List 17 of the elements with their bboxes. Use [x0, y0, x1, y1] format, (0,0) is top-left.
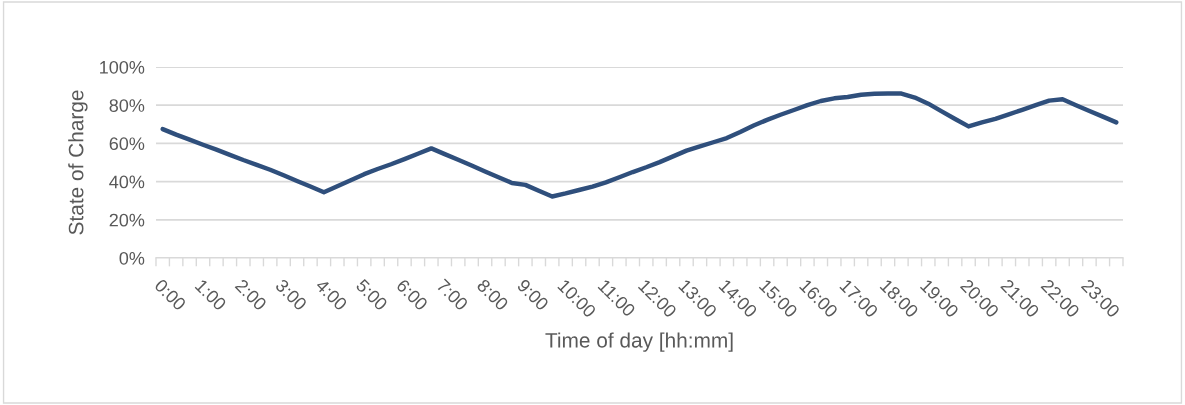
x-tick-label: 8:00: [476, 278, 510, 312]
y-tick-label: 0%: [119, 251, 145, 265]
y-tick-label: 100%: [100, 60, 145, 74]
y-tick-label: 40%: [109, 175, 145, 189]
line-series: [160, 91, 1119, 199]
x-tick-label: 4:00: [314, 278, 348, 312]
y-tick-label: 60%: [109, 137, 145, 151]
y-tick-label: 20%: [109, 213, 145, 227]
x-tick-label: 6:00: [395, 278, 429, 312]
x-tick-label: 0:00: [153, 278, 187, 312]
y-axis-title: State of Charge: [68, 90, 88, 235]
x-tick-label: 2:00: [234, 278, 268, 312]
x-tick-label: 3:00: [274, 278, 308, 312]
x-axis-title: Time of day [hh:mm]: [545, 332, 733, 352]
y-tick-label: 80%: [109, 99, 145, 112]
x-tick-label: 9:00: [516, 278, 550, 312]
x-tick-label: 1:00: [194, 278, 228, 312]
